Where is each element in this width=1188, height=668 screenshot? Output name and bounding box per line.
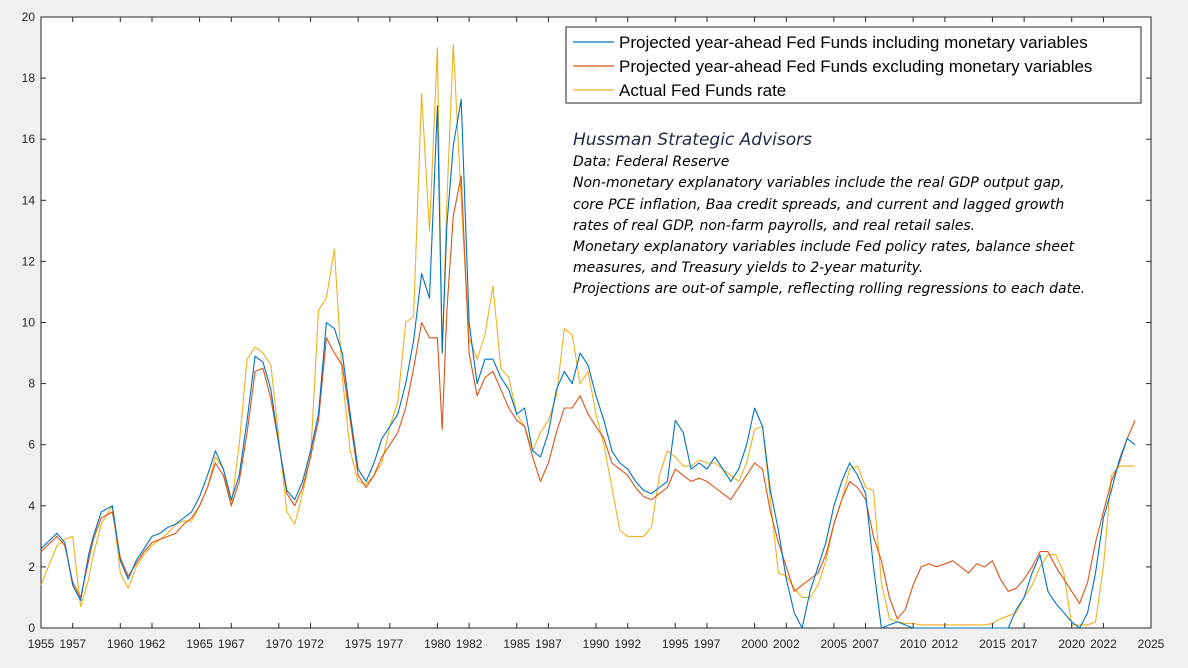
x-tick-label: 1957 — [59, 637, 86, 651]
annotation-line: Non-monetary explanatory variables inclu… — [573, 175, 1065, 191]
annotation-line: Projections are out-of sample, reflectin… — [573, 281, 1085, 297]
x-tick-label: 2005 — [821, 637, 848, 651]
y-tick-label: 12 — [22, 254, 36, 268]
x-tick-label: 2017 — [1011, 637, 1038, 651]
x-tick-label: 2015 — [979, 637, 1006, 651]
x-tick-label: 2022 — [1090, 637, 1117, 651]
y-tick-label: 20 — [22, 10, 36, 24]
legend: Projected year-ahead Fed Funds including… — [565, 26, 1142, 104]
x-tick-label: 1980 — [424, 637, 451, 651]
legend-entry-2: Actual Fed Funds rate — [619, 81, 786, 100]
x-tick-label: 1962 — [139, 637, 166, 651]
annotation-line: core PCE inflation, Baa credit spreads, … — [573, 197, 1064, 213]
annotation-line: Data: Federal Reserve — [573, 154, 729, 170]
y-tick-label: 18 — [22, 71, 36, 85]
y-tick-label: 14 — [22, 193, 36, 207]
x-tick-label: 1975 — [345, 637, 372, 651]
x-tick-label: 2025 — [1138, 637, 1165, 651]
annotation: Hussman Strategic Advisors Data: Federal… — [573, 130, 1085, 297]
x-tick-label: 1967 — [218, 637, 245, 651]
y-tick-label: 10 — [22, 316, 36, 330]
annotation-line: measures, and Treasury yields to 2-year … — [573, 260, 923, 276]
x-tick-label: 1977 — [377, 637, 404, 651]
y-tick-label: 16 — [22, 132, 36, 146]
plot-area — [40, 16, 1152, 629]
series-line-1 — [40, 175, 1136, 620]
y-tick-label: 4 — [28, 499, 35, 513]
x-tick-label: 1982 — [456, 637, 483, 651]
series-line-0 — [40, 98, 1136, 629]
x-tick-label: 1997 — [694, 637, 721, 651]
x-tick-label: 1960 — [107, 637, 134, 651]
x-tick-label: 2020 — [1058, 637, 1085, 651]
annotation-title: Hussman Strategic Advisors — [573, 130, 812, 150]
x-axis: 1955 1957 1960 1962 1965 1967 1970 1972 1975 1977… — [28, 17, 1165, 651]
legend-entry-1: Projected year-ahead Fed Funds excluding… — [619, 57, 1092, 76]
x-tick-label: 1992 — [614, 637, 641, 651]
x-tick-label: 1955 — [28, 637, 55, 651]
legend-box — [565, 26, 1142, 104]
x-tick-label: 1987 — [535, 637, 562, 651]
x-tick-label: 2002 — [773, 637, 800, 651]
x-tick-label: 2000 — [741, 637, 768, 651]
y-tick-label: 0 — [28, 621, 35, 635]
x-tick-label: 1990 — [583, 637, 610, 651]
x-tick-label: 1995 — [662, 637, 689, 651]
x-tick-label: 2007 — [852, 637, 879, 651]
y-axis: 0 2 4 6 8 10 12 14 16 18 20 — [22, 10, 1151, 635]
x-tick-label: 1985 — [503, 637, 530, 651]
y-tick-label: 2 — [28, 560, 35, 574]
series-lines — [40, 43, 1136, 629]
legend-entry-0: Projected year-ahead Fed Funds including… — [619, 33, 1088, 52]
x-tick-label: 2010 — [900, 637, 927, 651]
annotation-line: Monetary explanatory variables include F… — [573, 239, 1075, 255]
annotation-line: rates of real GDP, non-farm payrolls, an… — [573, 218, 975, 234]
x-tick-label: 1970 — [266, 637, 293, 651]
x-tick-label: 1965 — [186, 637, 213, 651]
y-tick-label: 8 — [28, 377, 35, 391]
x-tick-label: 2012 — [932, 637, 959, 651]
y-tick-label: 6 — [28, 438, 35, 452]
x-tick-label: 1972 — [297, 637, 324, 651]
